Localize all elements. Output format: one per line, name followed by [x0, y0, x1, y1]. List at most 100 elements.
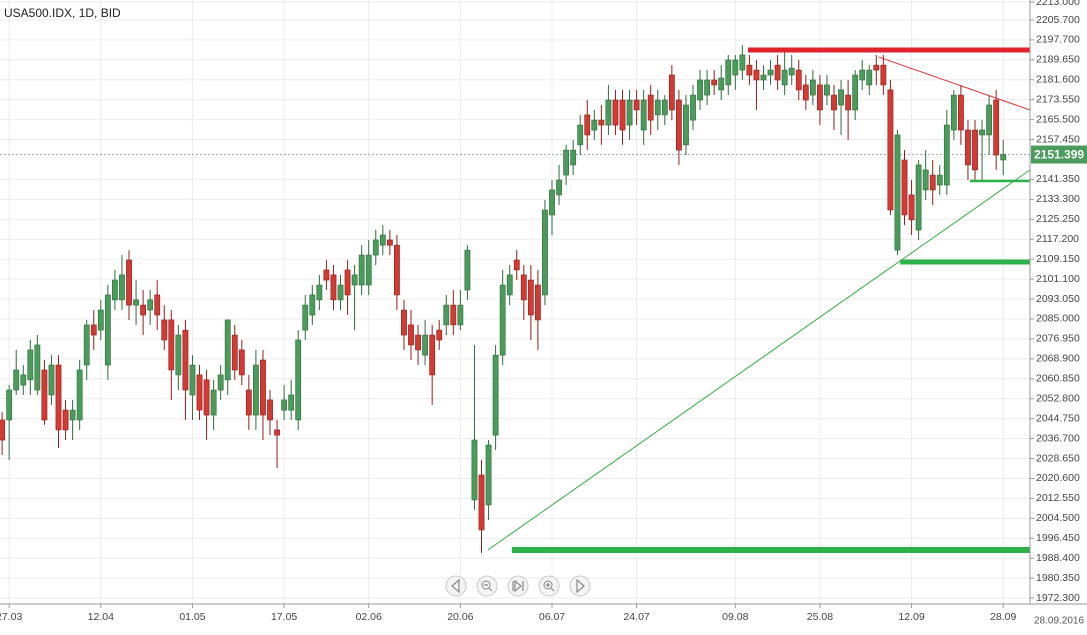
y-tick-label: 1996.450 [1036, 532, 1080, 544]
candle-body [443, 304, 450, 326]
candle-body [661, 99, 668, 116]
navigation [445, 575, 591, 597]
candle-body [316, 284, 323, 301]
y-tick-label: 1980.350 [1036, 572, 1080, 584]
scroll-right-button[interactable] [569, 575, 591, 597]
last-price-label: 2151.399 [1034, 148, 1084, 162]
candle-body [605, 99, 612, 126]
candle-body [27, 349, 34, 381]
candle-body [147, 299, 154, 311]
candle-body [838, 89, 844, 106]
candle-body [408, 324, 414, 346]
candle-body [767, 69, 774, 76]
candle-body [577, 124, 584, 146]
candle-body [154, 294, 161, 316]
x-tick-label: 06.07 [539, 611, 565, 623]
x-tick-label: 02.06 [356, 611, 382, 623]
candle-body [140, 304, 147, 316]
candle-body [866, 69, 873, 86]
candle-body [711, 79, 718, 86]
y-tick-label: 2157.450 [1036, 133, 1080, 145]
candle-body [901, 159, 908, 216]
candle-body [831, 94, 837, 111]
candle-body [76, 369, 83, 421]
candle-body [958, 94, 964, 131]
candle-body [492, 354, 499, 436]
candle-body [13, 369, 20, 391]
y-tick-label: 1988.400 [1036, 552, 1080, 564]
candle-body [542, 209, 548, 296]
candle-body [887, 89, 894, 211]
candle-body [365, 254, 372, 286]
candle-body [69, 409, 76, 421]
candle-body [824, 84, 830, 96]
candle-body [781, 69, 788, 86]
candle-body [358, 254, 365, 286]
candle-body [520, 274, 527, 301]
candle-body [774, 64, 781, 81]
candle-body [697, 79, 703, 101]
candle-body [337, 284, 344, 301]
candle-body [880, 64, 887, 86]
y-tick-label: 2101.100 [1036, 273, 1080, 285]
candle-body [513, 259, 520, 271]
candle-body [859, 69, 866, 81]
candle-body [746, 64, 753, 76]
candle-body [196, 374, 203, 411]
candle-body [936, 174, 943, 186]
candle-body [633, 99, 640, 111]
candle-body [795, 69, 802, 91]
candle-body [309, 294, 316, 316]
candle-body [908, 194, 915, 221]
trend-line [878, 56, 1031, 111]
candle-body [422, 334, 429, 356]
candle-body [182, 329, 189, 391]
candle-body [676, 99, 682, 151]
candle-body [351, 274, 358, 286]
reset-button[interactable] [507, 575, 529, 597]
last-price-box [1031, 145, 1087, 164]
candle-body [979, 129, 985, 136]
candle-body [330, 274, 337, 301]
candle-body [894, 134, 901, 251]
candle-body [612, 99, 619, 126]
y-tick-label: 2044.750 [1036, 412, 1080, 424]
y-tick-label: 2173.550 [1036, 93, 1080, 105]
candle-body [563, 149, 570, 176]
candle-body [753, 69, 760, 81]
zoom-out-button[interactable] [476, 575, 498, 597]
x-tick-label: 01.05 [179, 611, 205, 623]
candle-body [20, 374, 27, 386]
candle-body [802, 84, 809, 101]
candle-body [506, 274, 513, 296]
candle-body [295, 339, 302, 421]
candle-body [457, 304, 464, 326]
candle-body [535, 284, 541, 321]
y-tick-label: 2133.300 [1036, 193, 1080, 205]
x-tick-label: 20.06 [447, 611, 473, 623]
x-tick-label: 24.07 [623, 611, 649, 623]
zoom-in-button[interactable] [538, 575, 560, 597]
candle-body [626, 99, 633, 126]
candle-body [556, 179, 562, 196]
y-tick-label: 1972.300 [1036, 592, 1080, 604]
x-tick-label: 12.09 [898, 611, 924, 623]
trend-line [487, 169, 1031, 551]
candle-body [943, 124, 950, 186]
candle-body [210, 389, 217, 416]
candle-body [499, 284, 506, 356]
candle-body [394, 244, 400, 296]
candle-body [62, 409, 69, 431]
date-label: 28.09.2016 [1034, 616, 1084, 627]
x-tick-label: 17.05 [271, 611, 297, 623]
y-tick-label: 2076.950 [1036, 333, 1080, 345]
candle-body [450, 304, 457, 326]
scroll-left-button[interactable] [445, 575, 467, 597]
candle-body [41, 369, 48, 421]
candle-body [104, 294, 111, 366]
candle-body [845, 94, 852, 111]
candle-body [245, 389, 252, 416]
candle-body [464, 249, 471, 291]
candle-body [379, 234, 386, 246]
x-tick-label: 28.09 [990, 611, 1016, 623]
